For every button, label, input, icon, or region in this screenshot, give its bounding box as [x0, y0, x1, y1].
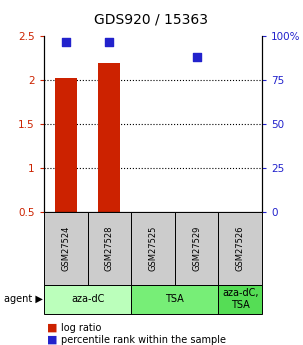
Bar [98, 63, 120, 212]
Text: ■: ■ [47, 323, 58, 333]
Text: GSM27524: GSM27524 [61, 226, 70, 271]
Text: GSM27525: GSM27525 [148, 226, 158, 271]
Bar [55, 78, 77, 212]
Text: ■: ■ [47, 335, 58, 345]
Bar [186, 212, 208, 240]
Text: GSM27529: GSM27529 [192, 226, 201, 271]
Text: log ratio: log ratio [61, 323, 101, 333]
Text: GSM27528: GSM27528 [105, 226, 114, 271]
Point [194, 55, 199, 60]
Text: aza-dC: aza-dC [71, 294, 104, 304]
Text: TSA: TSA [165, 294, 184, 304]
Text: agent ▶: agent ▶ [4, 294, 42, 304]
Text: percentile rank within the sample: percentile rank within the sample [61, 335, 226, 345]
Point [63, 39, 68, 44]
Text: GSM27526: GSM27526 [236, 226, 245, 271]
Text: GDS920 / 15363: GDS920 / 15363 [95, 12, 208, 26]
Point [107, 39, 112, 44]
Text: aza-dC,
TSA: aza-dC, TSA [222, 288, 258, 310]
